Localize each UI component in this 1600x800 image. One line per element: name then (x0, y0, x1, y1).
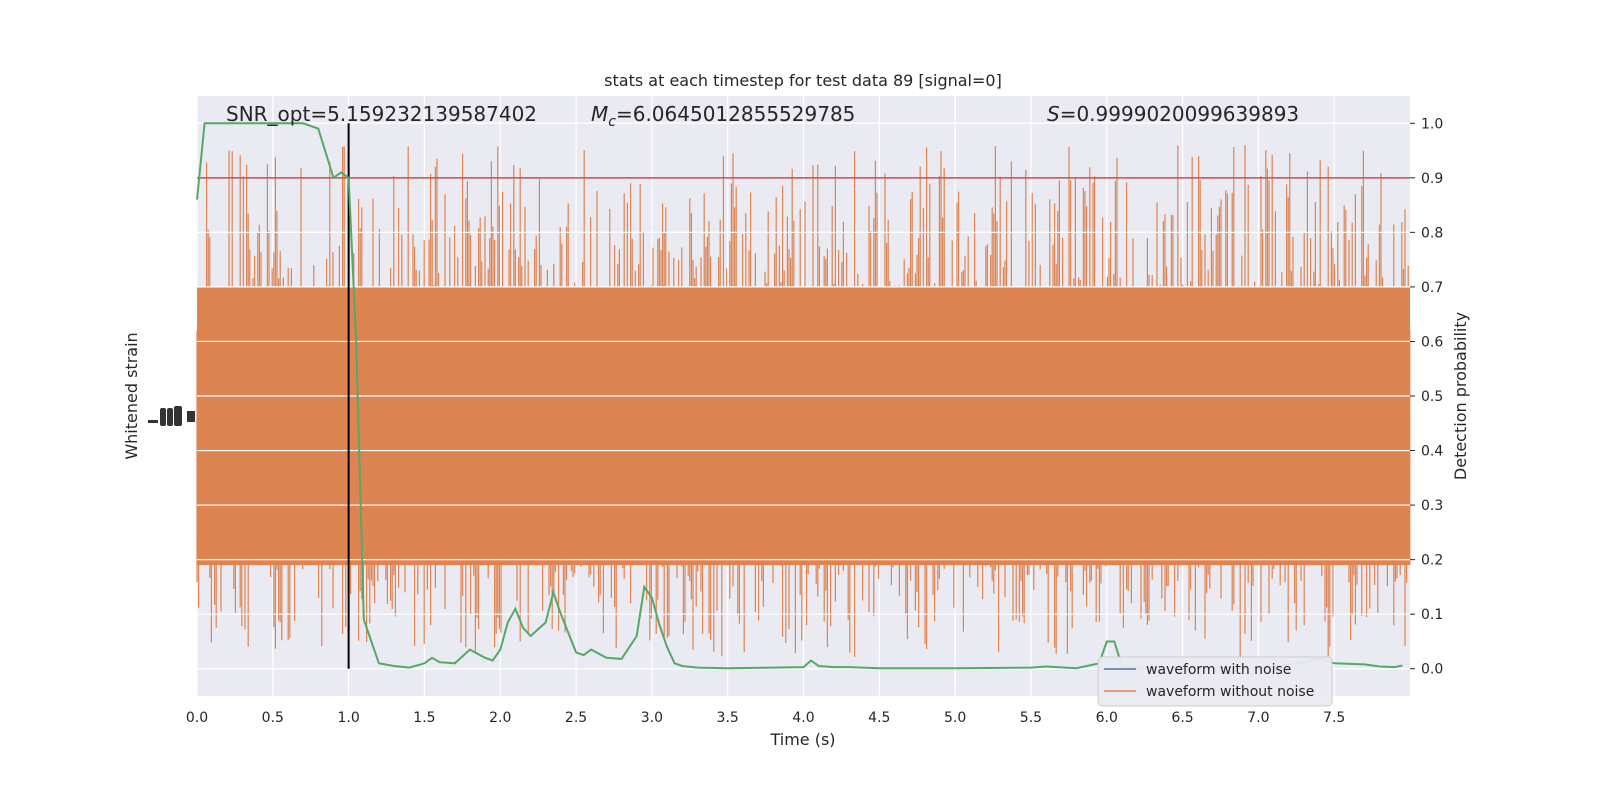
x-tick-label-4: 2.0 (489, 710, 511, 726)
legend-label-without-noise: waveform without noise (1146, 684, 1314, 700)
chart-title: stats at each timestep for test data 89 … (604, 71, 1002, 90)
legend-box (1097, 656, 1333, 707)
x-tick-label-5: 2.5 (565, 710, 587, 726)
x-tick-label-0: 0.0 (186, 710, 208, 726)
left-axis-overlapping-ticks (148, 406, 195, 426)
series-probability-line (196, 122, 1403, 670)
legend-label-with-noise: waveform with noise (1146, 662, 1291, 678)
x-tick-label-12: 6.0 (1096, 710, 1118, 726)
x-tick-label-8: 4.0 (792, 710, 814, 726)
y-tick-label-5: 0.5 (1421, 389, 1443, 405)
y-tick-label-0: 0.0 (1421, 662, 1443, 678)
y-tick-label-7: 0.7 (1421, 280, 1443, 296)
stat-snr: SNR_opt=5.159232139587402 (226, 102, 537, 126)
x-tick-label-10: 5.0 (944, 710, 966, 726)
x-tick-label-3: 1.5 (413, 710, 435, 726)
y-tick-label-4: 0.4 (1421, 444, 1443, 460)
y-tick-label-6: 0.6 (1421, 334, 1443, 350)
x-tick-label-1: 0.5 (262, 710, 284, 726)
whitened-strain-noise (196, 145, 1411, 657)
y-tick-label-1: 0.1 (1421, 607, 1443, 623)
x-tick-label-9: 4.5 (868, 710, 890, 726)
y-tick-label-2: 0.2 (1421, 553, 1443, 569)
y-axis-label-right: Detection probability (1451, 312, 1470, 480)
y-tick-label-3: 0.3 (1421, 498, 1443, 514)
x-tick-label-13: 6.5 (1171, 710, 1193, 726)
x-axis-label: Time (s) (769, 730, 835, 749)
y-axis-label-left: Whitened strain (122, 332, 141, 459)
x-tick-label-15: 7.5 (1323, 710, 1345, 726)
y-tick-label-10: 1.0 (1421, 116, 1443, 132)
x-tick-label-7: 3.5 (717, 710, 739, 726)
noise-spikes (196, 145, 1411, 657)
y-gridlines (197, 122, 1410, 670)
x-tick-label-6: 3.0 (641, 710, 663, 726)
y-tick-labels-right: 0.0 0.1 0.2 0.3 0.4 0.5 0.6 0.7 0.8 0.9 1.0 (1410, 116, 1443, 678)
stat-s: S=0.9999020099639893 (1047, 102, 1299, 126)
x-tick-label-11: 5.5 (1020, 710, 1042, 726)
x-tick-label-14: 7.0 (1247, 710, 1269, 726)
y-tick-label-9: 0.9 (1421, 171, 1443, 187)
stat-chirp-mass: Mc=6.0645012855529785 (591, 102, 855, 130)
x-tick-label-2: 1.0 (337, 710, 359, 726)
x-tick-labels: 0.0 0.5 1.0 1.5 2.0 2.5 3.0 3.5 4.0 4.5 5.0 5.5 6.0 6… (186, 710, 1345, 726)
y-tick-label-8: 0.8 (1421, 225, 1443, 241)
legend: waveform with noise waveform without noi… (1097, 656, 1333, 707)
